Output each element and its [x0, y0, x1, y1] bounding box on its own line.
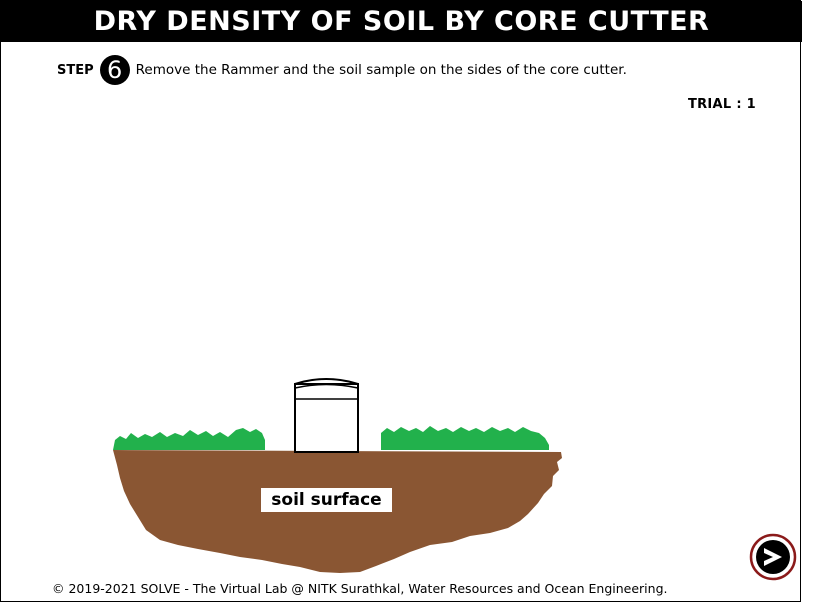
step-instruction: STEP 6 Remove the Rammer and the soil sa…: [57, 55, 627, 85]
step-label: STEP: [57, 62, 94, 78]
next-button[interactable]: [749, 533, 797, 581]
grass-right: [381, 426, 549, 450]
core-cutter: [294, 378, 359, 453]
soil-surface-label: soil surface: [261, 488, 392, 512]
trial-indicator: TRIAL : 1: [687, 97, 756, 112]
grass-left: [113, 428, 265, 450]
next-arrow-icon: [749, 533, 797, 581]
step-text: Remove the Rammer and the soil sample on…: [135, 62, 627, 78]
footer-copyright: © 2019-2021 SOLVE - The Virtual Lab @ NI…: [52, 581, 668, 596]
page-title: DRY DENSITY OF SOIL BY CORE CUTTER: [1, 1, 802, 42]
step-number-badge: 6: [99, 55, 130, 85]
